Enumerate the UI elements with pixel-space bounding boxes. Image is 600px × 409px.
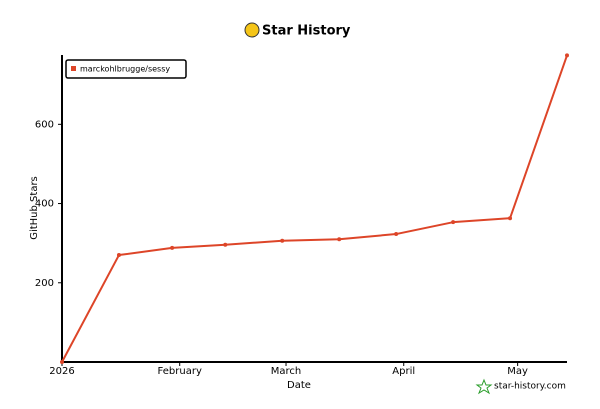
- legend-box: [65, 59, 187, 79]
- y-axis-label: GitHub Stars: [29, 176, 40, 240]
- x-tick-label: April: [392, 366, 415, 377]
- chart-title: Star History: [262, 24, 351, 39]
- point: [116, 253, 121, 258]
- y-tick-label: 400: [35, 199, 54, 210]
- line: [61, 55, 568, 363]
- point: [451, 220, 456, 225]
- y-tick-label: 200: [35, 278, 54, 289]
- x-tick-label: March: [271, 366, 301, 377]
- legend-swatch: [71, 66, 76, 71]
- x-tick-label: 2026: [49, 366, 74, 377]
- watermark-icon: [475, 378, 493, 395]
- point: [60, 360, 64, 364]
- point: [565, 53, 569, 58]
- x-tick-label: February: [158, 366, 202, 377]
- point: [394, 232, 399, 237]
- y-tick-label: 600: [35, 119, 54, 130]
- point: [280, 238, 285, 243]
- point: [508, 216, 513, 221]
- x-axis-label: Date: [287, 380, 311, 391]
- x-tick-label: May: [507, 366, 528, 377]
- watermark: star-history.com: [494, 382, 566, 392]
- point: [337, 237, 342, 242]
- logo: [244, 22, 260, 38]
- legend-label: marckohlbrugge/sessy: [80, 65, 170, 74]
- point: [223, 242, 228, 247]
- point: [170, 245, 175, 250]
